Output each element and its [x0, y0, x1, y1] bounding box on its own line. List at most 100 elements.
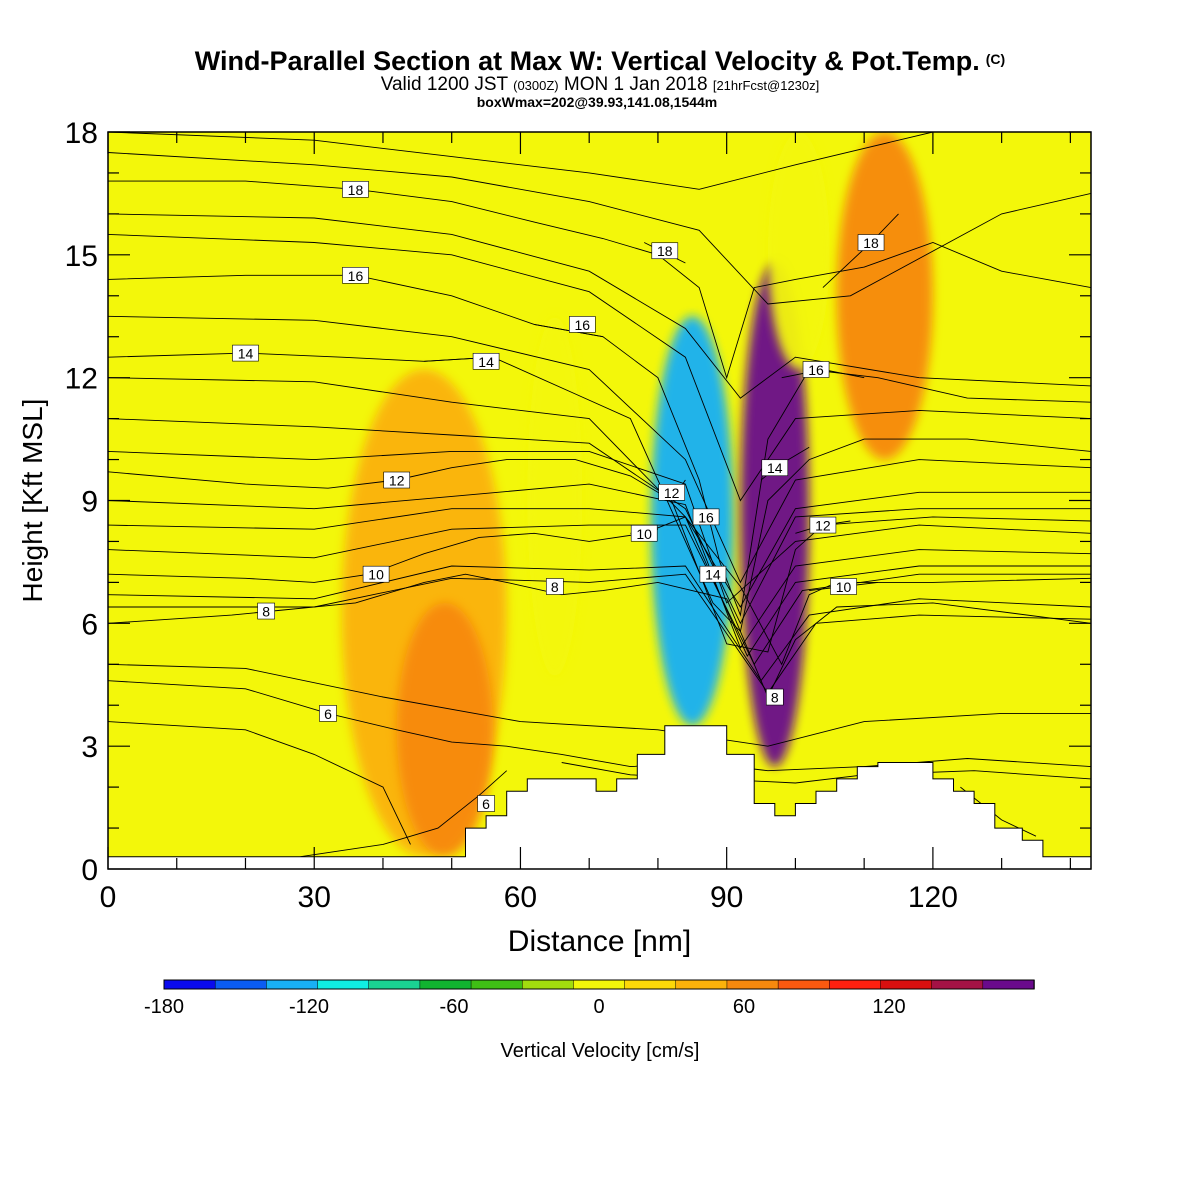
theta-label-box [342, 181, 369, 198]
theta-contours: 6 6 8 10 12 14 14 16 16 18 18 18 16 14 12 10 8 12 16 14 10 8 [108, 180, 1091, 858]
x-tick-label: 30 [298, 881, 331, 914]
colorbar-swatch [470, 979, 523, 990]
theta-line-14 [108, 721, 411, 845]
colorbar-swatch [266, 979, 319, 990]
colorbar-swatch [317, 979, 370, 990]
theta-line-4 [108, 315, 1091, 584]
theta-line-6 [108, 418, 1091, 625]
theta-label: 12 [389, 473, 405, 489]
theta-label: 8 [551, 579, 559, 595]
y-tick-label: 12 [65, 363, 98, 396]
velocity-downdraft-main-core [651, 316, 734, 726]
theta-label-box [699, 565, 727, 583]
theta-label-box [342, 267, 369, 284]
velocity-updraft-right-plume [836, 132, 933, 460]
theta-contour-2 [108, 573, 1091, 699]
colorbar-swatch [368, 979, 421, 990]
theta-line-12 [108, 573, 1091, 694]
theta-label-box [802, 361, 830, 378]
theta-contour-8 [534, 323, 603, 338]
valid-date: MON 1 Jan 2018 [563, 74, 708, 95]
colorbar-tick-label: 60 [733, 996, 755, 1018]
theta-contour-5 [108, 352, 1091, 633]
x-tick-label: 90 [710, 881, 743, 914]
terrain [108, 725, 1091, 869]
velocity-updraft-left-core [396, 602, 493, 857]
theta-line-3 [108, 233, 1091, 502]
theta-label-box [383, 471, 411, 489]
x-tick-label: 60 [504, 881, 537, 914]
theta-label: 10 [368, 567, 384, 583]
x-tick-label: 120 [908, 881, 958, 914]
colorbar-swatch [419, 979, 472, 990]
theta-line-2 [108, 213, 1091, 399]
theta-label: 18 [863, 235, 879, 251]
theta-label: 10 [636, 526, 652, 542]
theta-label-box [319, 705, 337, 722]
theta-line-13 [108, 663, 1091, 747]
velocity-downdraft-upper [767, 132, 830, 370]
theta-label: 8 [262, 604, 270, 620]
colorbar: -180 -120 -60 0 60 120 [144, 979, 1035, 1018]
colorbar-swatch [777, 979, 831, 990]
colorbar-label: Vertical Velocity [cm/s] [501, 1040, 700, 1062]
theta-label: 6 [482, 796, 490, 812]
velocity-background [108, 132, 1091, 869]
theta-label-box [569, 316, 596, 333]
theta-label: 12 [815, 518, 831, 534]
colorbar-tick-label: -120 [289, 996, 329, 1018]
theta-label-box [472, 352, 500, 370]
theta-label-box [765, 688, 784, 706]
colorbar-swatch [675, 979, 728, 990]
theta-line-10 [108, 524, 1091, 666]
valid-time-line: Valid 1200 JST (0300Z) MON 1 Jan 2018 [2… [0, 74, 1200, 95]
y-axis-label: Height [Kft MSL] [17, 399, 48, 603]
y-tick-label: 0 [81, 854, 98, 887]
theta-label-box [809, 516, 837, 534]
theta-label: 18 [348, 182, 364, 198]
theta-label: 12 [664, 485, 680, 501]
theta-label-box [761, 459, 789, 477]
colorbar-swatch [829, 979, 882, 990]
theta-line-11 [108, 565, 1091, 682]
theta-contour-7 [108, 274, 1091, 617]
chart-title-text: Wind-Parallel Section at Max W: Vertical… [194, 46, 980, 76]
y-tick-label: 9 [81, 486, 98, 519]
theta-contour-1 [300, 770, 508, 858]
theta-label-box [362, 565, 390, 583]
chart-title: Wind-Parallel Section at Max W: Vertical… [0, 44, 1200, 76]
y-axis: 0 3 6 9 12 15 18 [65, 117, 1091, 887]
colorbar-tick-label: 120 [872, 996, 905, 1018]
theta-label: 14 [705, 567, 721, 583]
x-axis-label: Distance [nm] [508, 925, 691, 958]
theta-label: 14 [767, 460, 783, 476]
title-block: Wind-Parallel Section at Max W: Vertical… [0, 44, 1200, 109]
y-tick-label: 15 [65, 240, 98, 273]
theta-label-box [232, 344, 259, 362]
colorbar-tick-label: -60 [440, 996, 469, 1018]
colorbar-swatch [726, 979, 779, 990]
theta-label-box [692, 508, 720, 526]
x-tick-label: 0 [100, 881, 117, 914]
x-axis: 0 30 60 90 120 [100, 132, 1071, 914]
valid-utc: (0300Z) [513, 78, 559, 93]
theta-label: 16 [575, 317, 591, 333]
theta-label: 16 [808, 362, 824, 378]
theta-label: 6 [324, 706, 332, 722]
velocity-field [341, 132, 933, 857]
theta-label-box [658, 484, 685, 501]
velocity-downdraft-mid [527, 316, 583, 677]
theta-label-box [257, 602, 275, 620]
y-tick-label: 3 [81, 731, 98, 764]
theta-line-8 [108, 483, 1091, 649]
theta-label: 16 [698, 509, 714, 525]
plot-area: 6 6 8 10 12 14 14 16 16 18 18 18 16 14 12 10 8 12 16 14 10 8 [108, 132, 1091, 869]
valid-forecast: [21hrFcst@1230z] [712, 78, 820, 93]
theta-label: 14 [238, 346, 254, 362]
valid-prefix: Valid 1200 JST [380, 74, 508, 95]
theta-label-box [857, 234, 885, 251]
theta-label: 16 [348, 268, 364, 284]
theta-label: 14 [478, 354, 494, 370]
theta-line-15 [561, 762, 1091, 784]
